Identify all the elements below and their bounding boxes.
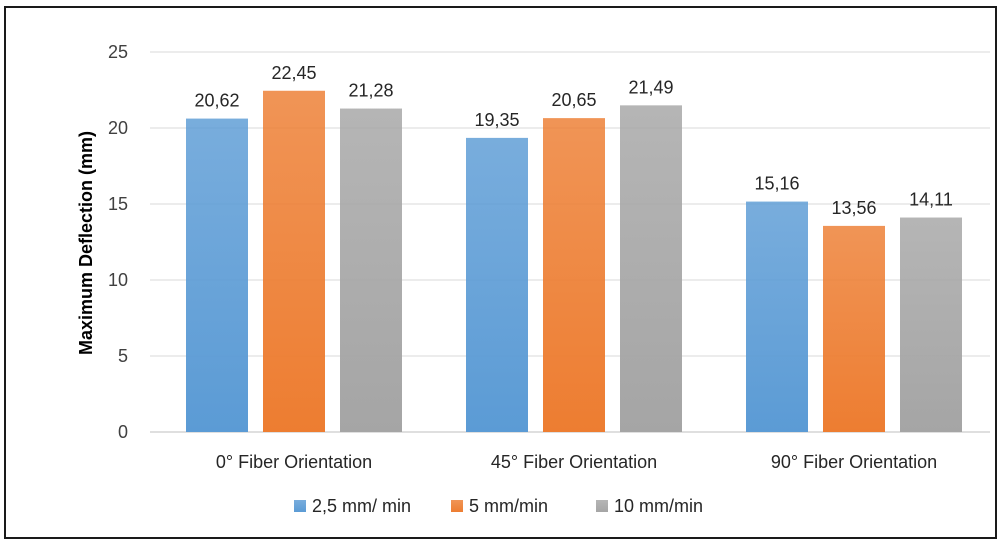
x-category-label: 0° Fiber Orientation	[216, 452, 372, 472]
data-label: 21,49	[628, 77, 673, 97]
bar	[466, 137, 528, 432]
data-label: 15,16	[754, 174, 799, 194]
legend-label: 5 mm/min	[469, 496, 548, 516]
bar	[620, 105, 682, 433]
data-label: 20,65	[551, 90, 596, 110]
bar	[823, 225, 885, 432]
bars	[186, 90, 962, 433]
x-category-label: 45° Fiber Orientation	[491, 452, 657, 472]
data-labels: 20,62 22,45 21,28 19,35 20,65 21,49 15,16 13,56…	[194, 63, 952, 218]
y-axis-label: Maximum Deflection (mm)	[76, 131, 96, 355]
x-axis-categories: 0° Fiber Orientation 45° Fiber Orientatio…	[216, 452, 937, 472]
legend-label: 10 mm/min	[614, 496, 703, 516]
x-category-label: 90° Fiber Orientation	[771, 452, 937, 472]
data-label: 22,45	[271, 63, 316, 83]
legend-swatch	[294, 500, 306, 512]
data-label: 13,56	[831, 198, 876, 218]
y-tick-label: 0	[118, 422, 128, 442]
data-label: 20,62	[194, 91, 239, 111]
data-label: 21,28	[348, 81, 393, 101]
legend-swatch	[596, 500, 608, 512]
legend-label: 2,5 mm/ min	[312, 496, 411, 516]
data-label: 19,35	[474, 110, 519, 130]
bar	[263, 90, 325, 432]
data-label: 14,11	[909, 190, 953, 210]
bar	[900, 217, 962, 432]
bar	[543, 118, 605, 433]
y-tick-label: 5	[118, 346, 128, 366]
y-tick-label: 25	[108, 42, 128, 62]
bar	[186, 118, 248, 433]
bar	[746, 201, 808, 432]
y-axis-ticks: 0 5 10 15 20 25	[108, 42, 128, 442]
y-tick-label: 15	[108, 194, 128, 214]
bar	[340, 108, 402, 432]
y-tick-label: 10	[108, 270, 128, 290]
legend-swatch	[451, 500, 463, 512]
y-tick-label: 20	[108, 118, 128, 138]
legend: 2,5 mm/ min 5 mm/min 10 mm/min	[294, 496, 703, 516]
